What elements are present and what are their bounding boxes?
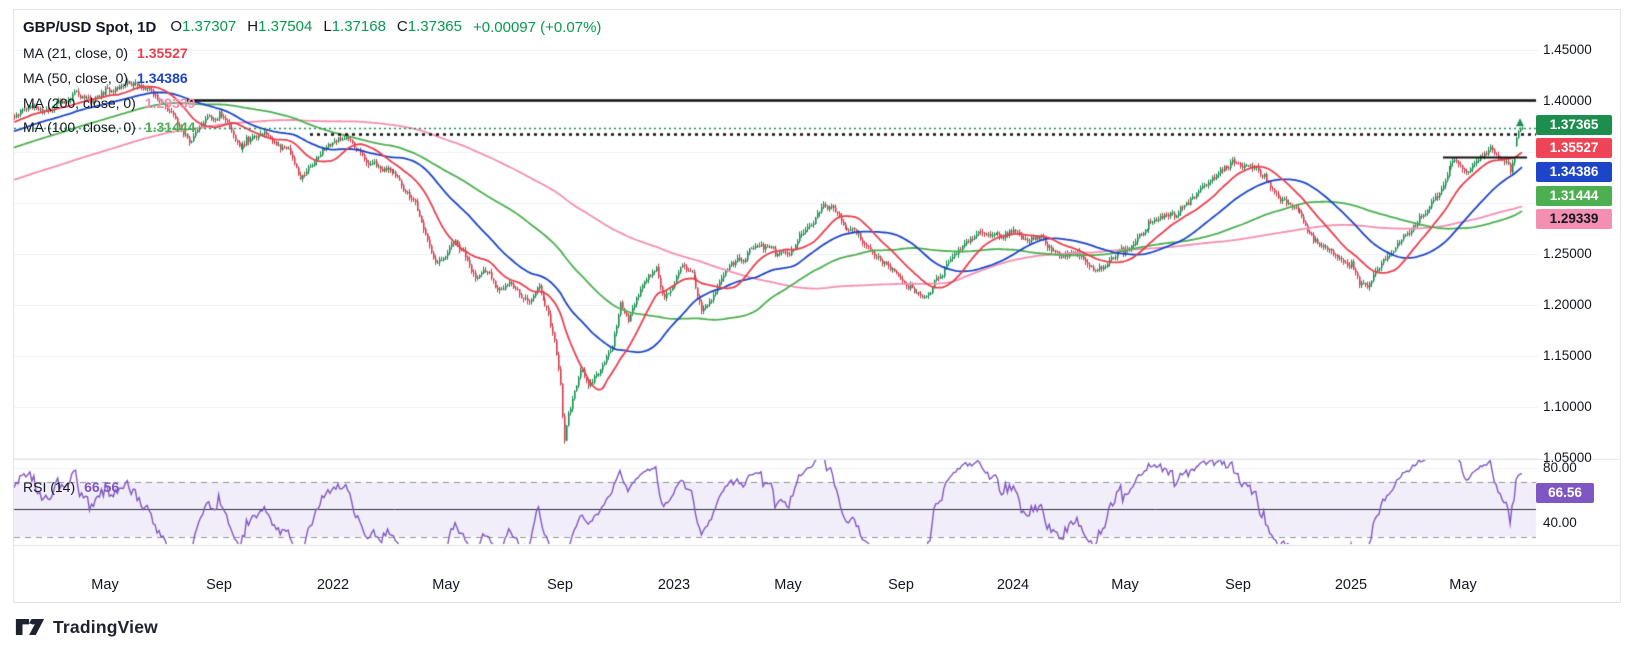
ohlc-letter: H	[247, 18, 259, 35]
time-axis-label: 2022	[316, 577, 350, 593]
price-badge: 1.35527	[1536, 138, 1612, 158]
price-tick-label: 1.15000	[1543, 348, 1592, 363]
ohlc-values: O1.37307 H1.37504 L1.37168 C1.37365	[170, 18, 473, 36]
price-badge: 1.34386	[1536, 162, 1612, 182]
ma-legend-value: 1.34386	[137, 70, 188, 86]
time-axis-label: 2025	[1334, 577, 1368, 593]
rsi-value: 66.56	[84, 479, 120, 495]
ma-legend-label: MA (50, close, 0)	[23, 70, 129, 86]
time-axis-label: May	[432, 577, 460, 593]
ma-legend-label: MA (200, close, 0)	[23, 95, 136, 111]
ohlc-letter: O	[170, 18, 183, 35]
ohlc-item-c: C1.37365	[397, 18, 462, 35]
ma-legend-label: MA (21, close, 0)	[23, 45, 129, 61]
ohlc-letter: C	[396, 18, 408, 35]
time-axis-label: 2023	[657, 577, 691, 593]
ma-legend-row[interactable]: MA (21, close, 0) 1.35527	[23, 45, 188, 61]
tradingview-logo-icon	[15, 618, 45, 635]
ohlc-number: 1.37504	[258, 18, 313, 35]
time-axis-label: 2024	[996, 577, 1030, 593]
time-axis-label: Sep	[206, 577, 232, 593]
ma-legend-value: 1.35527	[137, 45, 188, 61]
ohlc-letter: L	[323, 18, 332, 35]
tradingview-logo-text: TradingView	[53, 616, 158, 637]
time-axis-label: May	[1449, 577, 1477, 593]
ma-legend-value: 1.29339	[144, 95, 196, 111]
ohlc-item-h: H1.37504	[247, 18, 312, 35]
ma-legend-label: MA (100, close, 0)	[23, 119, 136, 135]
change-value: +0.00097 (+0.07%)	[473, 18, 602, 36]
price-badge: 1.31444	[1536, 186, 1612, 206]
time-axis-label: May	[774, 577, 802, 593]
ohlc-number: 1.37365	[407, 18, 462, 35]
price-badge: 1.37365	[1536, 115, 1612, 135]
price-tick-label: 1.10000	[1543, 399, 1592, 414]
symbol-title: GBP/USD Spot, 1D	[23, 18, 157, 36]
price-badge: 1.29339	[1536, 209, 1612, 229]
ohlc-number: 1.37307	[182, 18, 237, 35]
time-axis-label: May	[1111, 577, 1139, 593]
price-tick-label: 1.45000	[1543, 42, 1592, 57]
ohlc-item-o: O1.37307	[170, 18, 236, 35]
ohlc-item-l: L1.37168	[323, 18, 386, 35]
time-axis-label: Sep	[547, 577, 573, 593]
ma-legend-row[interactable]: MA (100, close, 0) 1.31444	[23, 119, 195, 135]
rsi-legend-row[interactable]: RSI (14) 66.56	[23, 479, 119, 495]
price-tick-label: 1.25000	[1543, 246, 1592, 261]
price-tick-label: 80.00	[1543, 460, 1577, 475]
price-tick-label: 40.00	[1543, 515, 1577, 530]
tradingview-logo[interactable]: TradingView	[15, 616, 158, 638]
time-axis-label: May	[91, 577, 119, 593]
ma-legend-row[interactable]: MA (50, close, 0) 1.34386	[23, 70, 188, 86]
price-tick-label: 1.20000	[1543, 297, 1592, 312]
price-badge: 66.56	[1536, 483, 1594, 503]
ma-legend-value: 1.31444	[144, 119, 196, 135]
time-axis-label: Sep	[888, 577, 914, 593]
symbol-legend-row[interactable]: GBP/USD Spot, 1D O1.37307 H1.37504 L1.3716…	[23, 18, 612, 36]
price-tick-label: 1.40000	[1543, 93, 1592, 108]
ma-legend-row[interactable]: MA (200, close, 0) 1.29339	[23, 95, 195, 111]
rsi-label: RSI (14)	[23, 479, 76, 495]
ohlc-number: 1.37168	[331, 18, 386, 35]
time-axis-label: Sep	[1225, 577, 1251, 593]
price-tick-label: 1.05000	[1543, 450, 1592, 465]
